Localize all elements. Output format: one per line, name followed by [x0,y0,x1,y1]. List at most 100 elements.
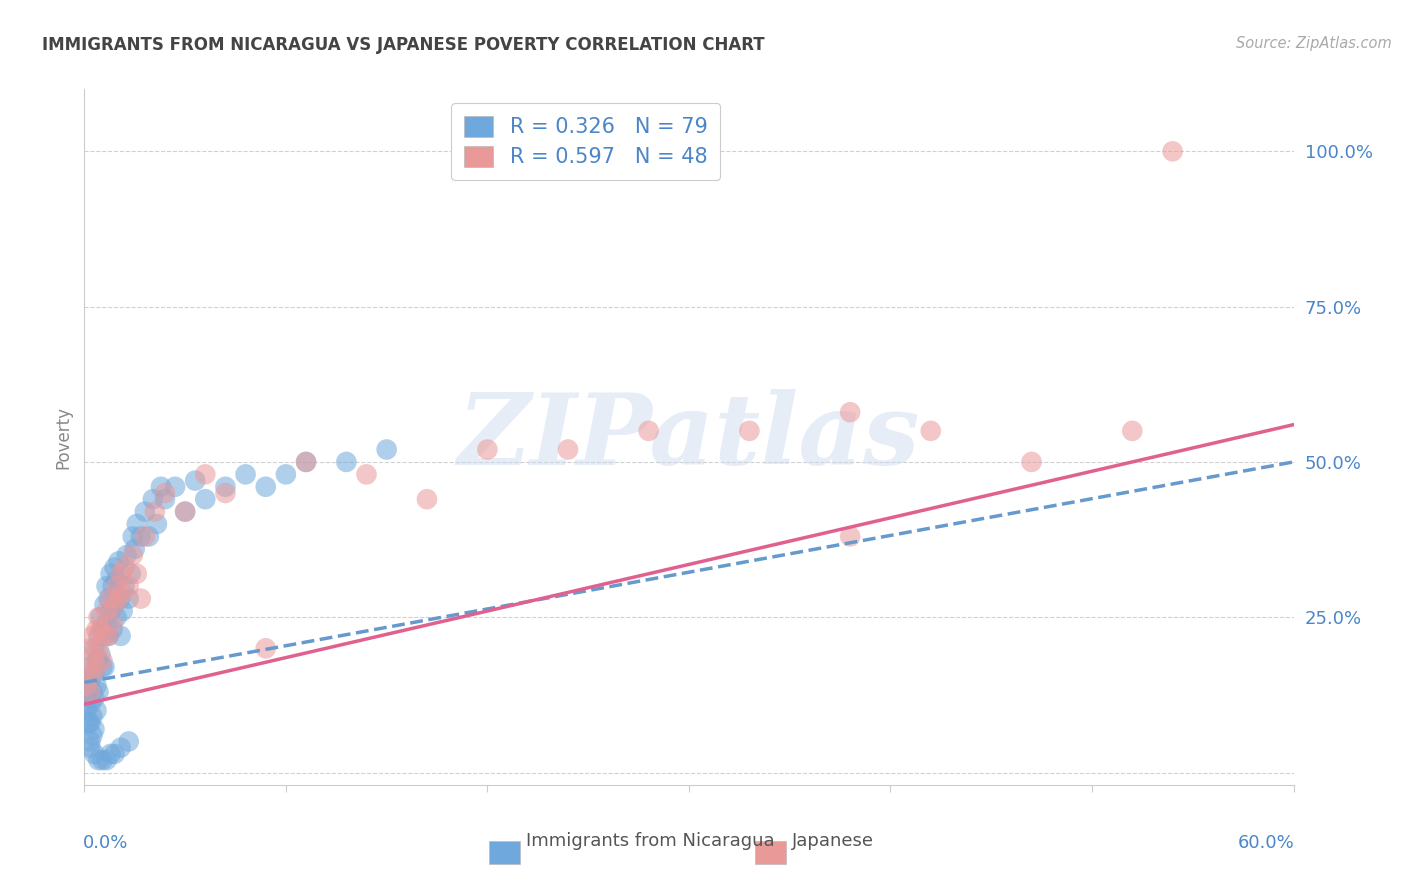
Point [96,579,118,593]
Point [86,660,108,674]
Text: Immigrants from Nicaragua: Immigrants from Nicaragua [526,831,775,849]
Point [75,703,97,717]
Point [91,654,114,668]
Text: 60.0%: 60.0% [1237,834,1295,852]
Point [82,629,104,643]
Point [138,529,160,543]
Point [118,579,141,593]
Point [82,709,104,723]
Point [111,585,134,599]
Point [97,629,120,643]
Point [100,747,122,761]
Point [91,623,114,637]
Point [356,467,378,482]
Point [96,604,118,618]
Point [134,505,156,519]
Point [79,673,101,687]
Point [110,566,132,581]
Point [77,690,100,705]
Point [738,424,761,438]
Point [75,679,97,693]
Point [165,480,187,494]
Point [149,480,172,494]
Point [121,548,143,562]
Point [115,548,138,562]
Point [1121,424,1143,438]
Point [143,505,166,519]
Point [125,516,148,531]
Point [153,486,176,500]
Point [79,734,101,748]
Point [101,616,124,631]
Point [637,424,659,438]
Point [101,623,124,637]
Point [96,616,118,631]
Point [89,648,111,662]
Point [104,598,127,612]
Point [86,654,108,668]
Point [97,591,120,606]
Point [79,740,101,755]
Point [89,610,111,624]
Point [184,474,207,488]
Point [86,623,108,637]
Point [107,591,129,606]
Point [77,715,100,730]
Point [105,573,128,587]
Point [111,604,134,618]
Point [93,660,115,674]
Point [87,685,110,699]
Text: IMMIGRANTS FROM NICARAGUA VS JAPANESE POVERTY CORRELATION CHART: IMMIGRANTS FROM NICARAGUA VS JAPANESE PO… [42,36,765,54]
Point [110,591,132,606]
Point [83,722,105,736]
Point [214,480,236,494]
Point [82,685,104,699]
Point [120,566,142,581]
Point [82,666,104,681]
Point [87,753,110,767]
Point [114,560,136,574]
Point [118,591,141,606]
Point [375,442,398,457]
Point [100,566,122,581]
Point [416,492,439,507]
Point [121,529,143,543]
Point [134,529,156,543]
Point [87,654,110,668]
Point [93,629,115,643]
Text: 0.0%: 0.0% [83,834,128,852]
Point [75,679,97,693]
FancyBboxPatch shape [489,840,520,863]
Point [1021,455,1043,469]
Point [110,740,132,755]
Text: ZIPatlas: ZIPatlas [458,389,920,485]
Point [142,492,165,507]
Point [125,566,148,581]
Point [104,747,127,761]
Legend: R = 0.326   N = 79, R = 0.597   N = 48: R = 0.326 N = 79, R = 0.597 N = 48 [451,103,720,180]
Point [114,579,136,593]
Point [335,455,357,469]
Point [87,641,110,656]
Point [254,480,277,494]
Point [254,641,277,656]
Point [83,690,105,705]
Point [86,703,108,717]
Point [295,455,318,469]
Point [110,629,132,643]
Point [93,598,115,612]
Point [83,648,105,662]
Point [79,641,101,656]
Point [79,697,101,711]
Point [214,486,236,500]
Point [920,424,942,438]
Point [89,623,111,637]
Point [194,492,217,507]
Point [100,591,122,606]
Point [79,715,101,730]
Point [235,467,257,482]
Point [100,604,122,618]
Point [174,505,197,519]
Point [129,529,152,543]
Point [97,629,120,643]
